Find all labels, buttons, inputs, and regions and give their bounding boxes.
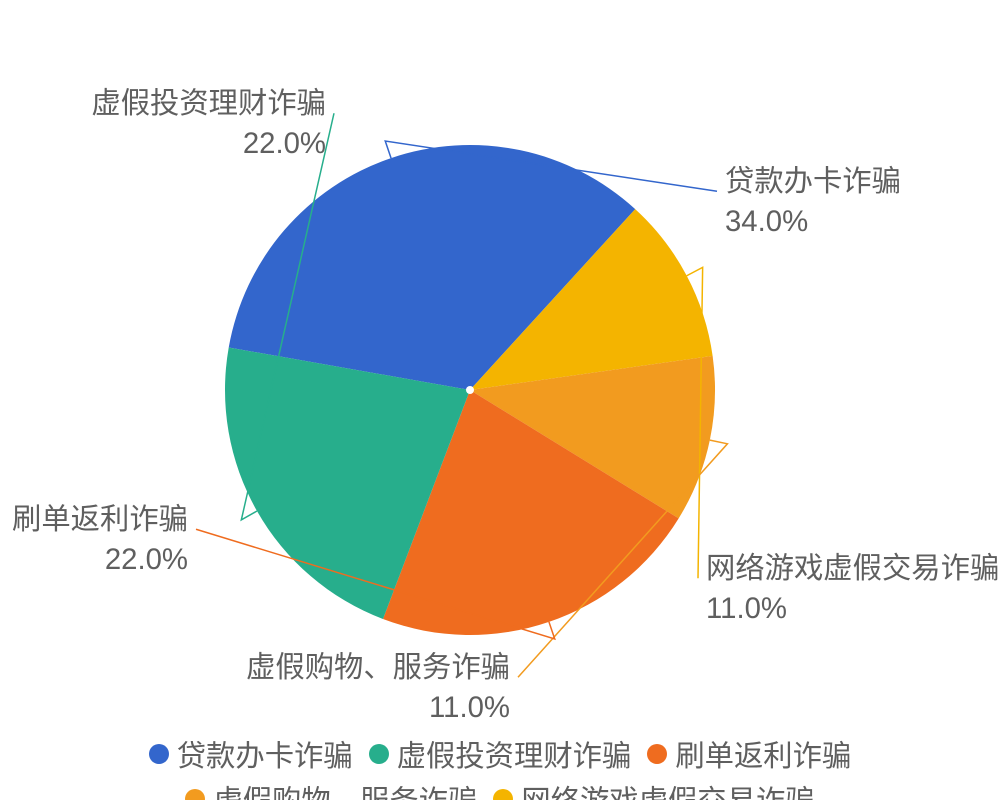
slice-label-name: 贷款办卡诈骗 [725, 162, 901, 202]
legend-label: 虚假投资理财诈骗 [397, 733, 632, 775]
legend-item: 贷款办卡诈骗 [149, 733, 353, 775]
slice-label-name: 虚假投资理财诈骗 [91, 84, 326, 124]
slice-label-percent: 22.0% [12, 540, 188, 580]
legend-item: 虚假投资理财诈骗 [369, 733, 632, 775]
slice-label: 贷款办卡诈骗34.0% [725, 162, 901, 241]
legend-label: 刷单返利诈骗 [675, 733, 851, 775]
legend-item: 虚假购物、服务诈骗 [185, 778, 477, 800]
legend-row: 贷款办卡诈骗 虚假投资理财诈骗 刷单返利诈骗 [0, 733, 1000, 775]
legend: 贷款办卡诈骗 虚假投资理财诈骗 刷单返利诈骗虚假购物、服务诈骗 网络游戏虚假交易诈骗 [0, 730, 1000, 800]
slice-label-name: 虚假购物、服务诈骗 [246, 648, 510, 688]
legend-item: 刷单返利诈骗 [647, 733, 851, 775]
legend-label: 贷款办卡诈骗 [177, 733, 353, 775]
legend-dot-icon [493, 789, 513, 800]
slice-label: 虚假投资理财诈骗22.0% [91, 84, 326, 163]
slice-label-name: 网络游戏虚假交易诈骗 [706, 549, 999, 589]
slice-label-name: 刷单返利诈骗 [12, 500, 188, 540]
slice-label-percent: 11.0% [246, 688, 510, 728]
legend-label: 网络游戏虚假交易诈骗 [521, 778, 814, 800]
legend-dot-icon [149, 744, 169, 764]
legend-item: 网络游戏虚假交易诈骗 [493, 778, 814, 800]
legend-dot-icon [369, 744, 389, 764]
pie-center-hole [466, 386, 474, 394]
slice-label: 网络游戏虚假交易诈骗11.0% [706, 549, 999, 628]
slice-label-percent: 34.0% [725, 202, 901, 242]
slice-label: 虚假购物、服务诈骗11.0% [246, 648, 510, 727]
legend-label: 虚假购物、服务诈骗 [213, 778, 477, 800]
slice-label-percent: 11.0% [706, 589, 999, 629]
legend-dot-icon [647, 744, 667, 764]
pie-chart-container: 贷款办卡诈骗34.0%网络游戏虚假交易诈骗11.0%虚假购物、服务诈骗11.0%… [0, 0, 1000, 800]
slice-label: 刷单返利诈骗22.0% [12, 500, 188, 579]
slice-label-percent: 22.0% [91, 124, 326, 164]
legend-dot-icon [185, 789, 205, 800]
legend-row: 虚假购物、服务诈骗 网络游戏虚假交易诈骗 [0, 778, 1000, 800]
